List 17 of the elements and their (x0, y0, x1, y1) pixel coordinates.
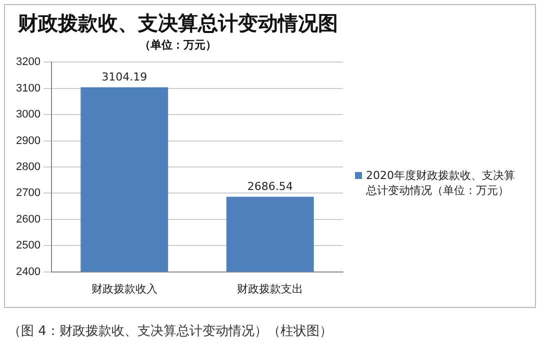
text: （图 4：财政拨款收、支决算总计变动情况）（柱状图） (8, 323, 332, 340)
data-label: 2686.54 (247, 180, 293, 194)
y-tick-label: 2400 (16, 266, 40, 278)
data-label: 3104.19 (102, 70, 148, 84)
y-tick-label: 2800 (16, 161, 40, 174)
legend-label: 2020年度财政拨款收、支决算总计变动情况（单位：万元） (366, 168, 516, 198)
y-tick-label: 3100 (16, 82, 40, 94)
y-tick-label: 3000 (16, 108, 40, 121)
x-tick-label: 财政拨款收入 (91, 282, 158, 296)
y-tick-label: 2500 (16, 240, 40, 252)
y-tick-label: 3200 (16, 56, 40, 68)
y-tick-label: 2900 (16, 134, 40, 147)
chart-title: 财政拨款收、支决算总计变动情况图 (17, 11, 338, 36)
chart-subtitle: （单位：万元） (140, 38, 216, 52)
y-tick-label: 2600 (16, 213, 40, 226)
x-tick-label: 财政拨款支出 (237, 282, 304, 296)
y-tick-label: 2700 (16, 187, 40, 200)
